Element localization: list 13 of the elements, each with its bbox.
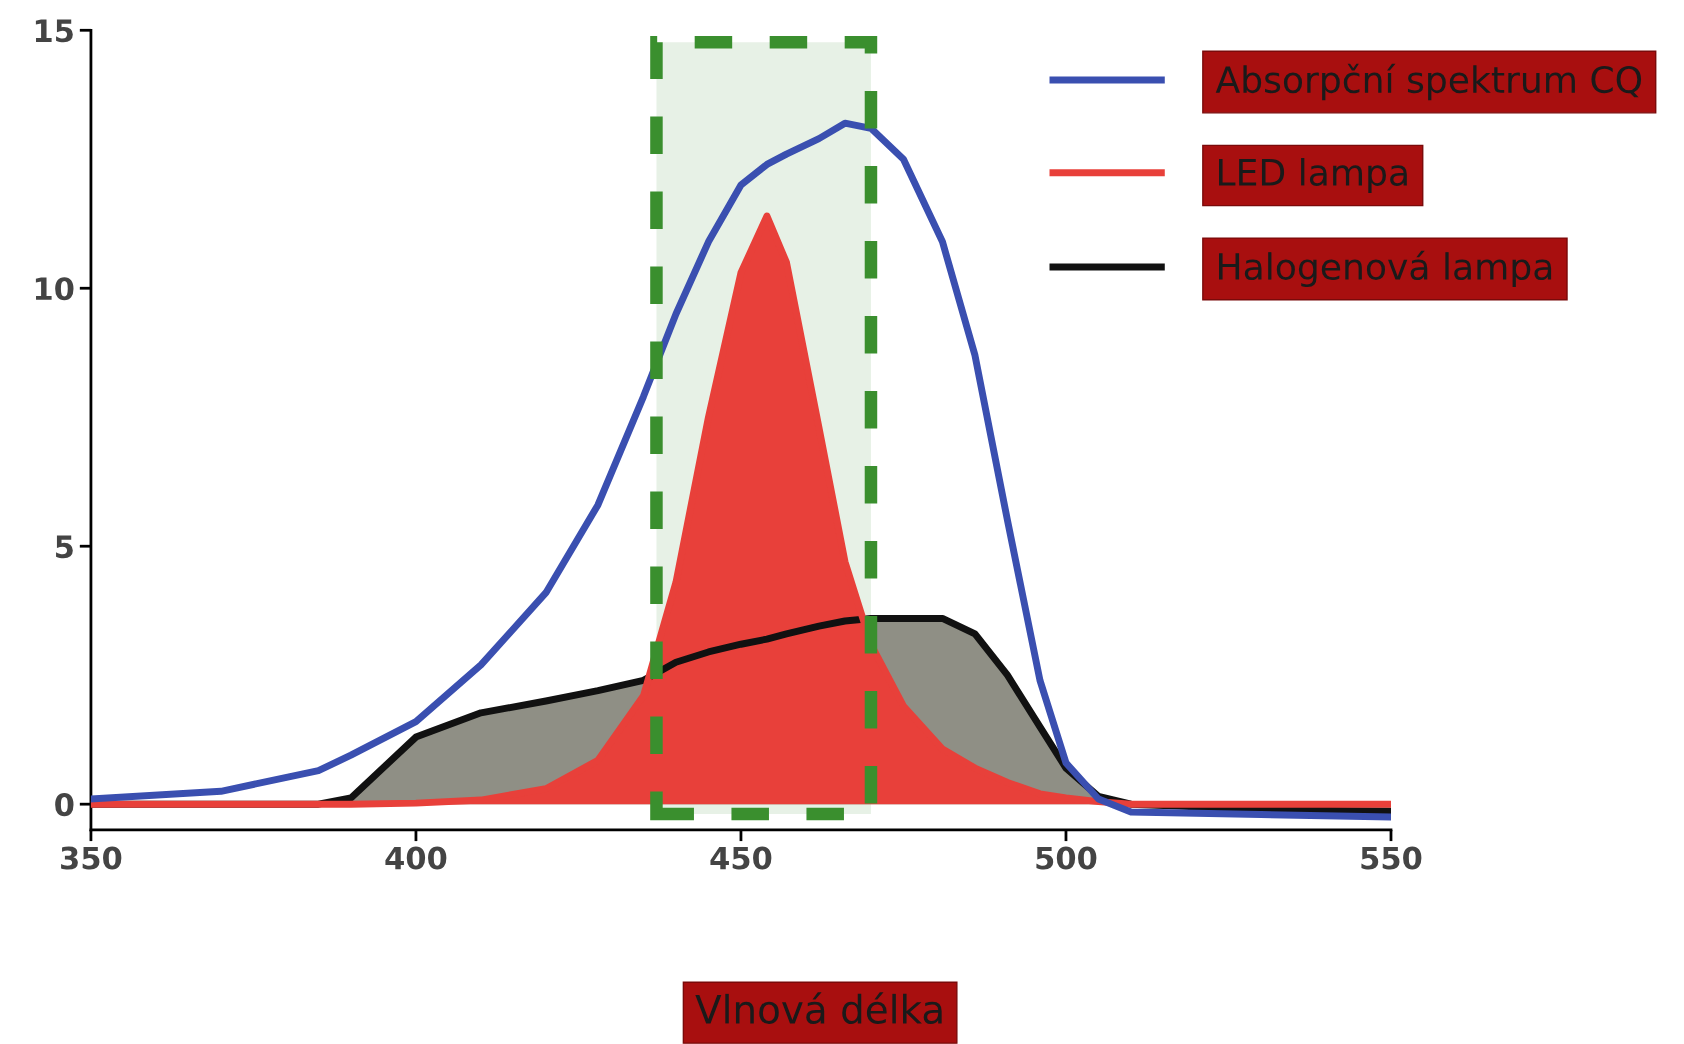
x-tick-label: 350 [61,846,122,870]
y-tick-label: 0 [55,793,74,817]
x-axis-title: Vlnová délka [695,992,942,1024]
y-tick-label: 5 [56,535,73,559]
x-tick-label: 500 [1036,846,1097,870]
y-tick-label: 10 [35,277,74,301]
legend-label: LED lampa [1219,157,1407,193]
x-tick-label: 400 [385,846,447,870]
legend-label: Halogenová lampa [1219,250,1552,288]
x-tick-label: 550 [1361,846,1422,870]
y-tick-label: 15 [35,19,73,43]
x-tick-label: 450 [710,846,772,870]
legend-label: Absorpční spektrum CQ [1215,63,1642,101]
